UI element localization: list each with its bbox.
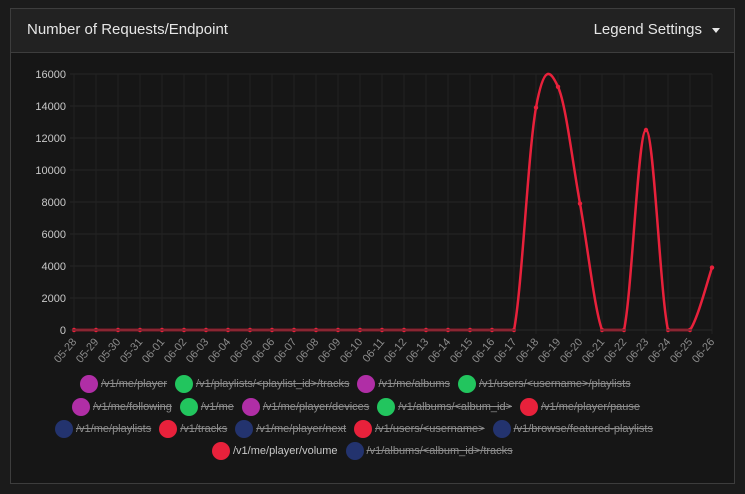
y-tick-label: 4000 <box>42 261 66 273</box>
data-point <box>555 84 561 90</box>
legend-color-swatch <box>72 398 90 416</box>
legend-item[interactable]: /v1/me/following <box>72 398 172 416</box>
x-tick-label: 06-16 <box>470 336 497 365</box>
x-tick-label: 06-14 <box>426 336 453 365</box>
data-point <box>709 265 715 270</box>
x-tick-label: 06-26 <box>690 336 717 365</box>
data-point <box>577 201 583 206</box>
legend-color-swatch <box>159 420 178 438</box>
y-tick-label: 2000 <box>42 293 66 305</box>
legend-label: /v1/albums/<album_id> <box>398 401 512 413</box>
legend-label: /v1/users/<username> <box>375 423 485 435</box>
y-tick-label: 14000 <box>35 101 66 113</box>
y-tick-label: 8000 <box>42 197 66 209</box>
x-tick-label: 06-22 <box>602 336 629 365</box>
x-tick-label: 06-06 <box>250 336 277 365</box>
legend-item[interactable]: /v1/users/<username>/playlists <box>458 375 631 393</box>
legend-item[interactable]: /v1/me/player <box>80 375 167 393</box>
x-tick-label: 06-02 <box>162 336 189 365</box>
x-tick-label: 06-11 <box>361 336 388 365</box>
legend-color-swatch <box>357 375 376 393</box>
legend-color-swatch <box>345 442 364 460</box>
legend-label: /v1/tracks <box>180 423 228 435</box>
legend-label: /v1/me/player <box>101 378 168 390</box>
x-tick-label: 06-08 <box>294 336 321 365</box>
legend-color-swatch <box>80 375 98 393</box>
legend-label: /v1/me/player/devices <box>262 401 370 413</box>
x-tick-label: 06-03 <box>184 336 211 365</box>
legend-item[interactable]: /v1/albums/<album_id> <box>377 398 512 416</box>
x-tick-label: 06-20 <box>558 336 585 365</box>
y-tick-label: 10000 <box>35 165 66 177</box>
legend-color-swatch <box>458 375 476 393</box>
y-tick-label: 0 <box>60 325 66 337</box>
legend-color-swatch <box>212 442 230 460</box>
legend-label: /v1/me/player/volume <box>233 445 338 457</box>
legend-label: /v1/users/<username>/playlists <box>479 378 631 390</box>
legend-label: /v1/me/albums <box>378 378 450 390</box>
legend-color-swatch <box>235 420 254 438</box>
x-tick-label: 06-18 <box>514 336 541 365</box>
legend-item[interactable]: /v1/playlists/<playlist_id>/tracks <box>175 375 349 393</box>
legend-item[interactable]: /v1/me/player/volume <box>212 442 338 460</box>
x-tick-label: 05-28 <box>52 336 79 365</box>
legend-label: /v1/playlists/<playlist_id>/tracks <box>196 378 350 390</box>
legend-item[interactable]: /v1/me <box>179 398 234 416</box>
x-tick-label: 06-10 <box>338 336 365 365</box>
x-tick-label: 06-13 <box>404 336 431 365</box>
legend-label: /v1/browse/featured-playlists <box>513 423 653 435</box>
legend-item[interactable]: /v1/tracks <box>159 420 227 438</box>
legend-label: /v1/me <box>200 401 234 413</box>
chart-panel: Number of Requests/Endpoint Legend Setti… <box>10 8 735 484</box>
legend-item[interactable]: /v1/me/player/pause <box>519 398 641 416</box>
x-tick-label: 06-09 <box>316 336 343 365</box>
legend-color-swatch <box>241 398 260 416</box>
x-tick-label: 06-07 <box>272 336 299 365</box>
legend-color-swatch <box>492 420 511 438</box>
legend-item[interactable]: /v1/me/albums <box>357 375 450 393</box>
x-tick-label: 06-17 <box>492 336 519 365</box>
legend-color-swatch <box>55 420 73 438</box>
legend-label: /v1/albums/<album_id>/tracks <box>366 445 513 457</box>
legend-item[interactable]: /v1/me/player/next <box>235 420 346 438</box>
legend-label: /v1/me/player/next <box>256 423 347 435</box>
data-point <box>643 127 649 133</box>
x-tick-label: 06-04 <box>206 336 233 365</box>
legend-item[interactable]: /v1/me/player/devices <box>241 398 370 416</box>
legend-item[interactable]: /v1/me/playlists <box>55 420 151 438</box>
legend-settings-label: Legend Settings <box>593 21 702 38</box>
x-tick-label: 05-29 <box>74 336 101 365</box>
x-tick-label: 06-15 <box>448 336 475 365</box>
y-tick-label: 12000 <box>35 133 66 145</box>
x-tick-label: 06-24 <box>646 336 673 365</box>
panel-header: Number of Requests/Endpoint Legend Setti… <box>11 9 734 53</box>
x-tick-label: 06-01 <box>140 336 167 365</box>
legend-settings-dropdown[interactable]: Legend Settings <box>594 21 720 38</box>
legend-color-swatch <box>179 398 198 416</box>
legend-item[interactable]: /v1/users/<username> <box>354 420 485 438</box>
panel-title: Number of Requests/Endpoint <box>27 21 228 38</box>
legend-label: /v1/me/player/pause <box>540 401 641 413</box>
x-tick-label: 06-05 <box>228 336 255 365</box>
legend-color-swatch <box>354 420 373 438</box>
legend-label: /v1/me/playlists <box>76 423 152 435</box>
caret-down-icon <box>712 28 720 33</box>
y-tick-label: 16000 <box>35 69 66 81</box>
x-tick-label: 06-21 <box>580 336 607 365</box>
x-tick-label: 06-23 <box>624 336 651 365</box>
legend-color-swatch <box>377 398 396 416</box>
legend-item[interactable]: /v1/albums/<album_id>/tracks <box>345 442 513 460</box>
x-tick-label: 06-12 <box>382 336 409 365</box>
x-tick-label: 06-25 <box>668 336 695 365</box>
legend-color-swatch <box>175 375 194 393</box>
x-tick-label: 05-30 <box>96 336 123 365</box>
data-point <box>533 105 539 110</box>
legend-color-swatch <box>519 398 538 416</box>
legend-label: /v1/me/following <box>93 401 172 413</box>
y-tick-label: 6000 <box>42 229 66 241</box>
legend-item[interactable]: /v1/browse/featured-playlists <box>492 420 653 438</box>
x-tick-label: 06-19 <box>536 336 563 365</box>
x-tick-label: 05-31 <box>118 336 145 365</box>
